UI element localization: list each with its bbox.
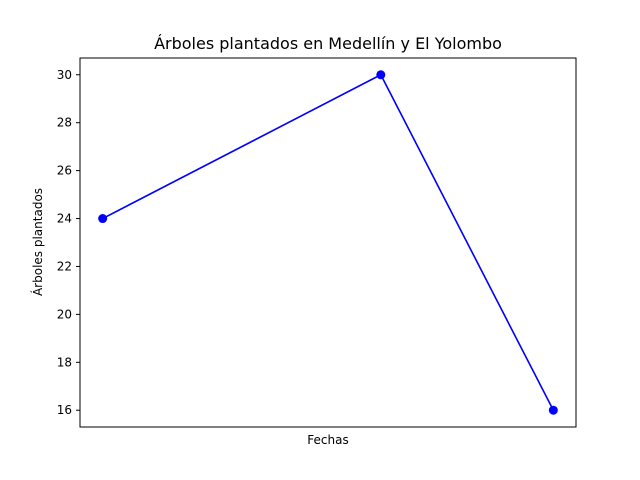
y-tick-label: 16	[57, 403, 72, 417]
y-axis-label: Árboles plantados	[30, 188, 45, 296]
chart-title: Árboles plantados en Medellín y El Yolom…	[154, 34, 502, 53]
series-lines	[102, 73, 555, 411]
y-axis-ticks: 16 18 20 22 24 26 28 30	[57, 68, 80, 417]
y-tick-label: 20	[57, 307, 72, 321]
data-point	[548, 405, 558, 415]
data-point	[98, 214, 108, 224]
series-line	[102, 73, 555, 411]
y-tick-label: 24	[57, 212, 72, 226]
y-tick-label: 26	[57, 164, 72, 178]
series-points	[98, 70, 558, 415]
data-point	[376, 70, 386, 80]
y-tick-label: 30	[57, 68, 72, 82]
x-axis-label: Fechas	[307, 433, 348, 447]
y-tick-label: 18	[57, 355, 72, 369]
y-tick-label: 22	[57, 259, 72, 273]
plot-area-frame	[79, 57, 577, 428]
y-tick-label: 28	[57, 116, 72, 130]
